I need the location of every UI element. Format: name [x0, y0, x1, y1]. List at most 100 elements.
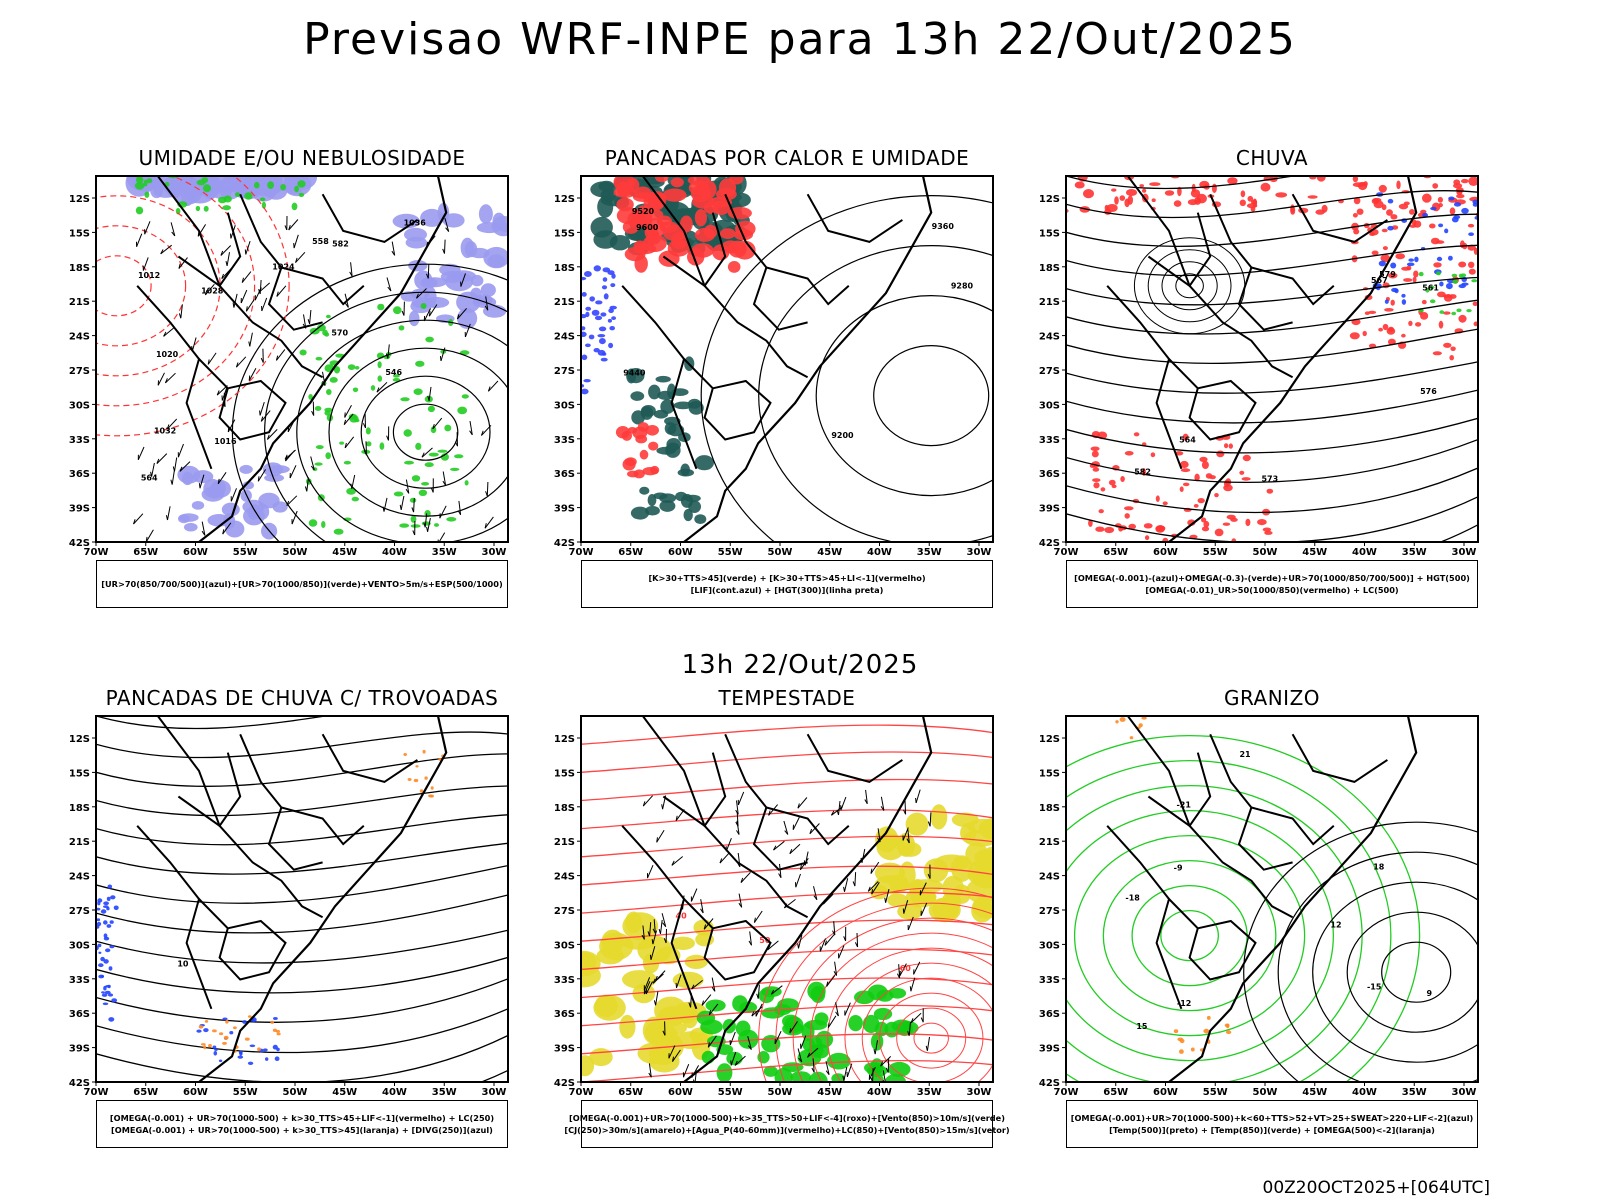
lat-tick-label: 36S — [554, 1009, 575, 1020]
contour-label: 1028 — [201, 287, 224, 296]
lon-tick-label: 45W — [817, 547, 842, 558]
lat-tick-label: 30S — [1039, 400, 1060, 411]
contour-label: 12 — [1330, 921, 1341, 930]
lat-tick-label: 12S — [1039, 734, 1060, 745]
lat-tick-label: 42S — [69, 538, 90, 549]
lat-tick-label: 27S — [69, 906, 90, 917]
contour-label: 21 — [1239, 750, 1251, 759]
lat-tick-label: 39S — [69, 1044, 90, 1055]
lat-tick-label: 24S — [69, 332, 90, 343]
lon-tick-label: 45W — [332, 1087, 357, 1098]
lon-tick-label: 55W — [718, 1087, 743, 1098]
lat-tick-label: 30S — [1039, 940, 1060, 951]
lon-tick-label: 50W — [768, 547, 793, 558]
lat-tick-label: 12S — [69, 194, 90, 205]
legend-umidade: [UR>70(850/700/500)](azul)+[UR>70(1000/8… — [96, 560, 508, 608]
lon-tick-label: 45W — [332, 547, 357, 558]
contour-label: 15 — [1136, 1022, 1148, 1031]
lat-tick-label: 12S — [554, 734, 575, 745]
contour-label: 9200 — [831, 431, 854, 440]
legend-chuva: [OMEGA(-0.001)-(azul)+OMEGA(-0.3)-(verde… — [1066, 560, 1478, 608]
contour-label: 10 — [177, 960, 189, 969]
lat-tick-label: 21S — [1039, 297, 1060, 308]
forecast-date-label: 13h 22/Out/2025 — [681, 650, 919, 680]
lat-tick-label: 36S — [69, 1009, 90, 1020]
contour-label: -15 — [1367, 983, 1382, 992]
lon-tick-label: 45W — [1302, 547, 1327, 558]
lat-tick-label: 30S — [69, 400, 90, 411]
legend-line: [OMEGA(-0.001) + UR>70(1000-500) + k>30_… — [111, 1125, 493, 1135]
contour-label: 1016 — [214, 437, 237, 446]
lat-tick-label: 39S — [69, 504, 90, 515]
lon-tick-label: 30W — [482, 547, 507, 558]
lat-tick-label: 18S — [1039, 803, 1060, 814]
lat-tick-label: 12S — [69, 734, 90, 745]
lat-tick-label: 30S — [554, 940, 575, 951]
lon-tick-label: 35W — [917, 1087, 942, 1098]
contour-label: 9440 — [623, 368, 646, 377]
lon-tick-label: 45W — [1302, 1087, 1327, 1098]
panel-title-granizo: GRANIZO — [1223, 686, 1321, 710]
lat-tick-label: 24S — [69, 872, 90, 883]
map-granizo: -9 -12 -15 -18 -21 9 12 15 18 21 12S 15S 18S 21S 24S 27… — [1039, 715, 1479, 1098]
panel-title-umidade: UMIDADE E/OU NEBULOSIDADE — [138, 146, 466, 170]
lon-tick-label: 50W — [283, 1087, 308, 1098]
contour-label: 50 — [759, 936, 771, 945]
contour-label: -12 — [1177, 999, 1191, 1008]
lat-tick-label: 15S — [554, 768, 575, 779]
lon-tick-label: 35W — [432, 547, 457, 558]
contour-label: 9600 — [636, 223, 659, 232]
panel-title-chuva: CHUVA — [1235, 146, 1309, 170]
lon-tick-label: 60W — [183, 547, 208, 558]
panel-title-trovoadas: PANCADAS DE CHUVA C/ TROVOADAS — [105, 686, 499, 710]
lat-tick-label: 18S — [69, 803, 90, 814]
lat-tick-label: 12S — [1039, 194, 1060, 205]
model-run-label: 00Z20OCT2025+[064UTC] — [1262, 1178, 1490, 1198]
legend-line: [Temp(500)](preto) + [Temp(850)](verde) … — [1109, 1125, 1435, 1135]
lon-tick-label: 35W — [1402, 547, 1427, 558]
legend-line: [LIF](cont.azul) + [HGT(300)](linha pret… — [690, 585, 884, 595]
legend-line: [OMEGA(-0.01)_UR>50(1000/850)(vermelho) … — [1145, 585, 1399, 595]
lat-tick-label: 18S — [554, 803, 575, 814]
lon-tick-label: 40W — [1352, 547, 1377, 558]
lon-tick-label: 30W — [967, 547, 992, 558]
lat-tick-label: 36S — [69, 469, 90, 480]
lon-tick-label: 55W — [718, 547, 743, 558]
lat-tick-label: 21S — [69, 297, 90, 308]
lat-tick-label: 27S — [69, 366, 90, 377]
lon-tick-label: 40W — [382, 547, 407, 558]
lat-tick-label: 15S — [1039, 768, 1060, 779]
lon-tick-label: 50W — [1253, 547, 1278, 558]
contour-label: -9 — [1174, 863, 1183, 872]
lat-tick-label: 15S — [554, 228, 575, 239]
lon-tick-label: 50W — [1253, 1087, 1278, 1098]
contour-label: 1024 — [272, 262, 295, 271]
lat-tick-label: 24S — [554, 332, 575, 343]
lon-tick-label: 70W — [569, 547, 594, 558]
lon-tick-label: 55W — [233, 547, 258, 558]
lat-tick-label: 12S — [554, 194, 575, 205]
lat-tick-label: 15S — [69, 228, 90, 239]
lon-tick-label: 60W — [668, 1087, 693, 1098]
map-chuva: 582 579 576 573 567 564 561 12S 15S 18S 21S 24S 27S 3… — [1039, 175, 1479, 558]
legend-line: [CJ(250)>30m/s](amarelo)+[Agua_P(40-60mm… — [564, 1125, 1010, 1135]
legend-line: [OMEGA(-0.001)+UR>70(1000-500)+k<60+TTS>… — [1070, 1113, 1474, 1123]
lat-tick-label: 24S — [1039, 332, 1060, 343]
contour-label: 1012 — [138, 271, 160, 280]
contour-label: 9280 — [951, 281, 974, 290]
contour-label: 18 — [1373, 862, 1385, 871]
lat-tick-label: 39S — [1039, 1044, 1060, 1055]
lat-tick-label: 15S — [69, 768, 90, 779]
contour-label: 1020 — [156, 350, 179, 359]
main-title: Previsao WRF-INPE para 13h 22/Out/2025 — [303, 14, 1297, 65]
legend-tempestade: [OMEGA(-0.001)+UR>70(1000-500)+k>35_TTS>… — [564, 1100, 1010, 1148]
legend-line: [OMEGA(-0.001) + UR>70(1000-500) + k>30_… — [109, 1113, 495, 1123]
lon-tick-label: 35W — [432, 1087, 457, 1098]
lat-tick-label: 18S — [1039, 263, 1060, 274]
lon-tick-label: 70W — [84, 1087, 109, 1098]
lat-tick-label: 27S — [554, 366, 575, 377]
panel-title-tempestade: TEMPESTADE — [718, 686, 856, 710]
lat-tick-label: 15S — [1039, 228, 1060, 239]
lon-tick-label: 65W — [618, 1087, 643, 1098]
